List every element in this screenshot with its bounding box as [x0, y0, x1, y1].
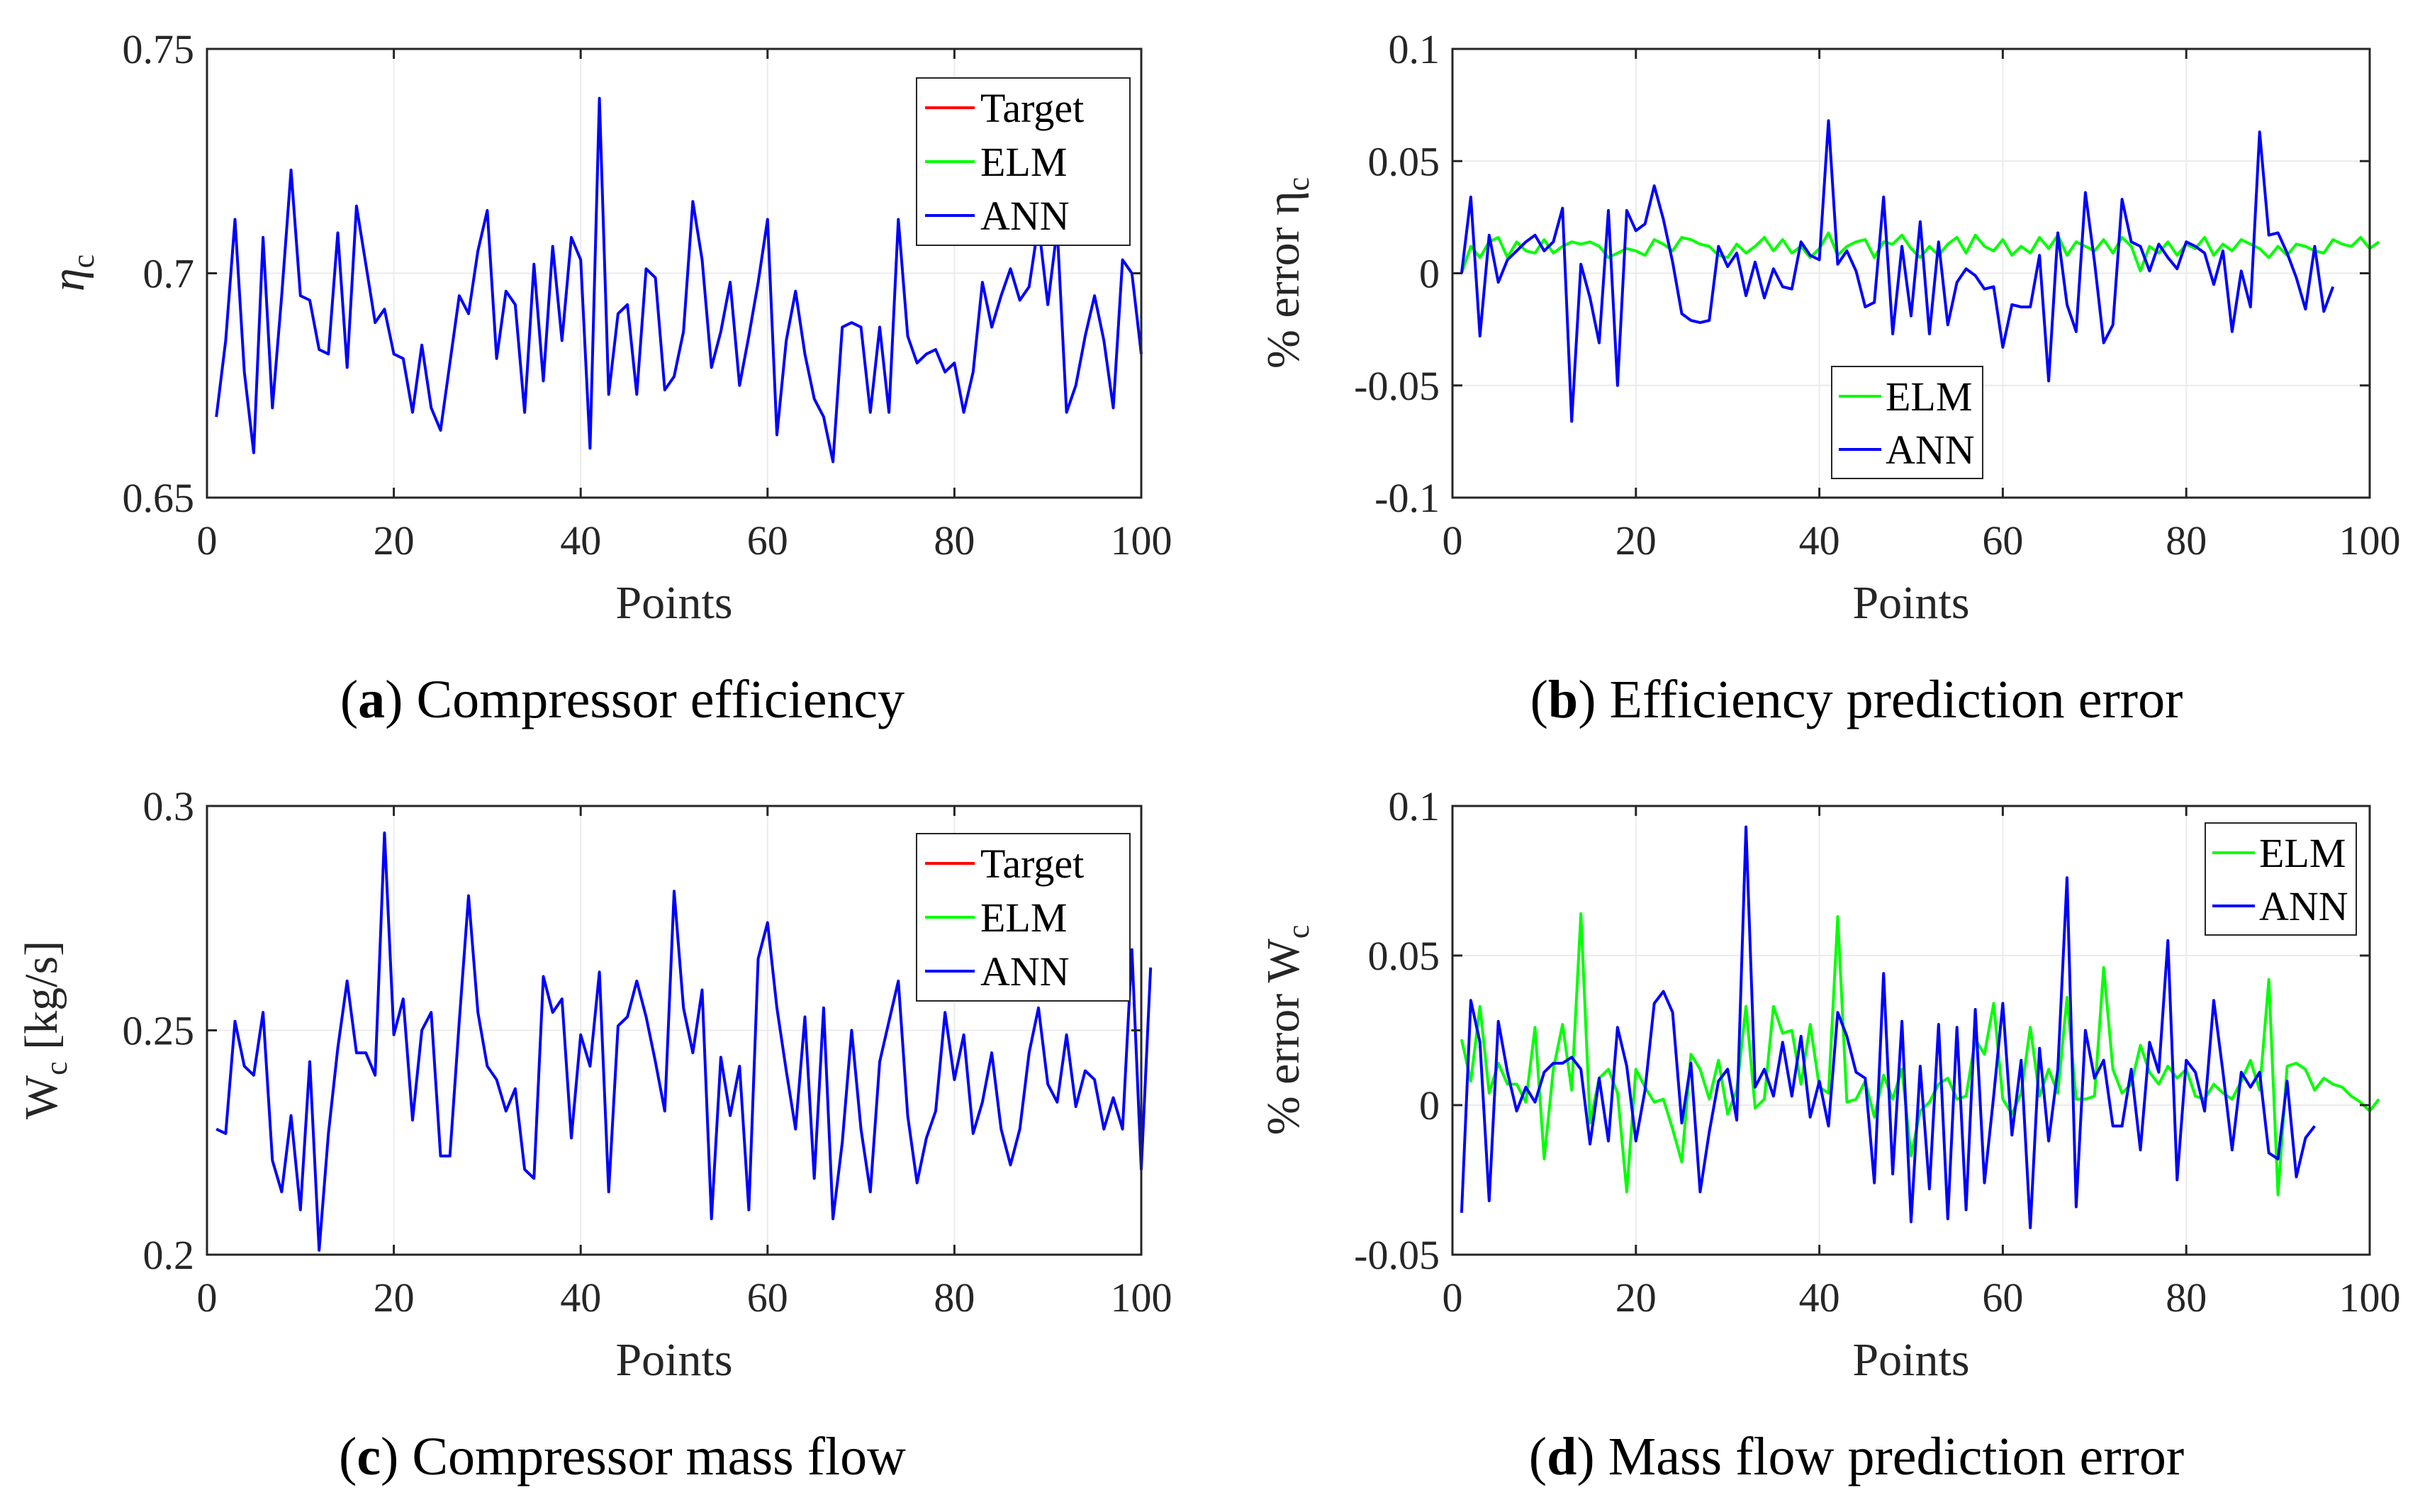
legend-label-elm-a: ELM: [980, 139, 1067, 185]
legend-label-ann-b: ANN: [1886, 427, 1975, 473]
y-tick-label: 0: [1419, 1082, 1440, 1129]
x-tick-label: 0: [1443, 517, 1463, 564]
x-ticks-c: 0 20 40 60 80 100: [197, 806, 1172, 1321]
series-line-ann-d: [1460, 825, 2316, 1229]
x-tick-label: 60: [747, 517, 788, 564]
y-tick-label: -0.05: [1354, 1232, 1440, 1278]
y-tick-label: 0.25: [123, 1008, 195, 1054]
legend-box-b: [1831, 366, 1983, 479]
legend-b: ELM ANN: [1831, 366, 1983, 479]
x-tick-label: 40: [560, 1275, 601, 1321]
x-tick-label: 80: [934, 1275, 975, 1321]
x-tick-label: 80: [2166, 1275, 2207, 1321]
x-tick-label: 100: [2339, 517, 2401, 564]
y-tick-label: 0.05: [1368, 138, 1440, 184]
x-tick-label: 20: [1615, 1275, 1657, 1321]
panel-a-compressor-efficiency: 0 20 40 60 80 100 0.65 0.7 0.75 Points ηc Targe…: [43, 26, 1172, 729]
caption-c: (c) Compressor mass flow: [339, 1427, 906, 1486]
x-tick-label: 100: [1111, 1275, 1172, 1321]
series-b: [1460, 119, 2380, 423]
x-tick-label: 80: [2166, 517, 2207, 564]
y-tick-label: 0.7: [143, 251, 195, 297]
x-tick-label: 40: [1799, 1275, 1840, 1321]
legend-label-ann-a: ANN: [980, 193, 1070, 239]
caption-d: (d) Mass flow prediction error: [1529, 1427, 2184, 1486]
legend-label-elm-d: ELM: [2259, 830, 2346, 876]
series-line-ann-b: [1460, 119, 2335, 423]
y-axis-label-d: % error Wc: [1258, 925, 1316, 1136]
caption-a: (a) Compressor efficiency: [340, 670, 905, 729]
panel-c-compressor-mass-flow: 0 20 40 60 80 100 0.2 0.25 0.3 Points Wc [kg/s]…: [16, 783, 1172, 1486]
x-axis-label-c: Points: [615, 1334, 732, 1386]
x-tick-label: 0: [197, 1275, 218, 1321]
series-line-ann-a: [215, 96, 1143, 464]
x-axis-label-b: Points: [1852, 577, 1969, 629]
y-tick-label: 0.3: [143, 783, 195, 829]
x-tick-label: 80: [934, 517, 975, 564]
legend-label-ann-d: ANN: [2259, 883, 2348, 929]
legend-label-elm-b: ELM: [1886, 374, 1972, 420]
series-d: [1460, 825, 2380, 1229]
x-tick-label: 60: [1982, 517, 2023, 564]
series-c: [215, 831, 1153, 1252]
legend-label-ann-c: ANN: [980, 948, 1070, 995]
y-tick-label: 0.2: [143, 1232, 195, 1278]
x-tick-label: 60: [1982, 1275, 2023, 1321]
x-tick-label: 0: [1443, 1275, 1463, 1321]
legend-label-target-c: Target: [980, 841, 1084, 887]
x-axis-label-a: Points: [615, 577, 732, 629]
y-tick-label: -0.1: [1374, 475, 1440, 521]
x-tick-label: 20: [374, 1275, 415, 1321]
x-tick-label: 20: [374, 517, 415, 564]
x-tick-label: 40: [1799, 517, 1840, 564]
x-tick-label: 20: [1615, 517, 1657, 564]
legend-a: Target ELM ANN: [916, 77, 1131, 246]
x-axis-label-d: Points: [1852, 1334, 1969, 1386]
x-tick-label: 0: [197, 517, 218, 564]
y-ticks-a: 0.65 0.7 0.75: [123, 26, 1141, 521]
y-tick-label: -0.05: [1354, 363, 1440, 409]
x-ticks-d: 0 20 40 60 80 100: [1443, 806, 2401, 1321]
legend-label-elm-c: ELM: [980, 895, 1067, 941]
legend-c: Target ELM ANN: [916, 833, 1131, 1002]
y-ticks-d: -0.05 0 0.05 0.1: [1354, 783, 2370, 1278]
caption-b: (b) Efficiency prediction error: [1530, 670, 2183, 729]
series-a: [215, 96, 1143, 464]
y-tick-label: 0.1: [1389, 783, 1440, 829]
panel-b-efficiency-prediction-error: 0 20 40 60 80 100 -0.1 -0.05 0 0.05 0.1 Points % …: [1258, 26, 2401, 729]
y-tick-label: 0.05: [1368, 933, 1440, 979]
legend-label-target-a: Target: [980, 85, 1084, 131]
x-ticks-a: 0 20 40 60 80 100: [197, 49, 1172, 564]
x-tick-label: 60: [747, 1275, 788, 1321]
y-axis-label-b: % error ηc: [1258, 177, 1316, 369]
x-ticks-b: 0 20 40 60 80 100: [1443, 49, 2401, 564]
y-axis-label-a: ηc: [43, 254, 101, 291]
legend-d: ELM ANN: [2205, 822, 2357, 936]
y-ticks-c: 0.2 0.25 0.3: [123, 783, 1141, 1278]
y-axis-label-c: Wc [kg/s]: [16, 941, 74, 1119]
x-tick-label: 100: [1111, 517, 1172, 564]
legend-box-d: [2205, 822, 2357, 936]
y-ticks-b: -0.1 -0.05 0 0.05 0.1: [1354, 26, 2370, 521]
axes-box-d: [1451, 805, 2371, 1256]
x-tick-label: 40: [560, 517, 601, 564]
y-tick-label: 0.1: [1389, 26, 1440, 72]
y-tick-label: 0.65: [123, 475, 195, 521]
y-tick-label: 0: [1419, 251, 1440, 297]
x-tick-label: 100: [2339, 1275, 2401, 1321]
series-line-ann-c: [215, 831, 1153, 1252]
y-tick-label: 0.75: [123, 26, 195, 72]
series-line-elm-b: [1460, 231, 2380, 274]
